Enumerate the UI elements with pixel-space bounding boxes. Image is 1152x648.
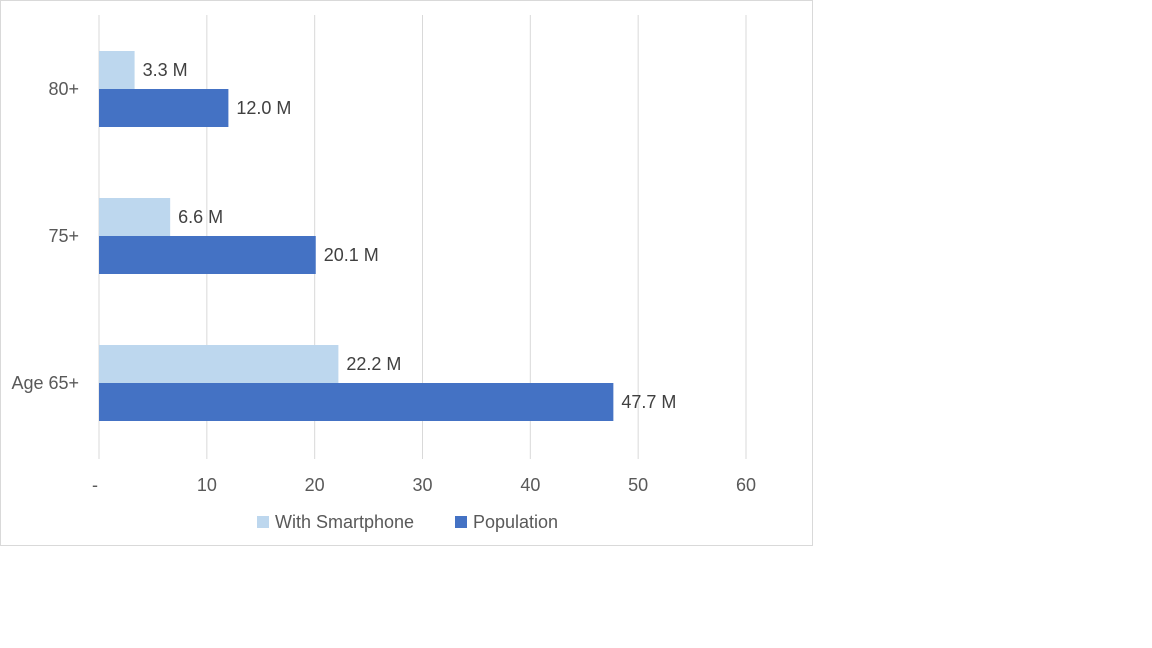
category-axis: 80+ 75+ Age 65+ (11, 79, 79, 393)
bar-with-smartphone (99, 345, 339, 383)
bar-with-smartphone (99, 198, 171, 236)
bars (99, 51, 614, 421)
bar-population (99, 383, 614, 421)
x-tick-label: 20 (305, 475, 325, 495)
value-axis: - 10 20 30 40 50 60 (92, 475, 756, 495)
x-tick-label: 10 (197, 475, 217, 495)
legend-swatch (257, 516, 269, 528)
x-tick-label: 40 (520, 475, 540, 495)
x-tick-label: 60 (736, 475, 756, 495)
category-label: Age 65+ (11, 373, 79, 393)
data-label: 20.1 M (324, 245, 379, 265)
category-label: 75+ (48, 226, 79, 246)
bar-population (99, 236, 316, 274)
data-label: 47.7 M (621, 392, 676, 412)
data-label: 3.3 M (143, 60, 188, 80)
data-label: 6.6 M (178, 207, 223, 227)
data-labels: 3.3 M 12.0 M 6.6 M 20.1 M 22.2 M 47.7 M (143, 60, 677, 412)
bar-with-smartphone (99, 51, 135, 89)
chart-frame: 3.3 M 12.0 M 6.6 M 20.1 M 22.2 M 47.7 M 80+ 75… (0, 0, 813, 546)
legend-swatch (455, 516, 467, 528)
legend-label: With Smartphone (275, 512, 414, 532)
category-label: 80+ (48, 79, 79, 99)
x-tick-label: - (92, 475, 98, 495)
legend-label: Population (473, 512, 558, 532)
bar-population (99, 89, 229, 127)
data-label: 12.0 M (236, 98, 291, 118)
data-label: 22.2 M (346, 354, 401, 374)
x-tick-label: 50 (628, 475, 648, 495)
bar-chart: 3.3 M 12.0 M 6.6 M 20.1 M 22.2 M 47.7 M 80+ 75… (11, 15, 756, 532)
legend: With Smartphone Population (257, 512, 558, 532)
x-tick-label: 30 (412, 475, 432, 495)
